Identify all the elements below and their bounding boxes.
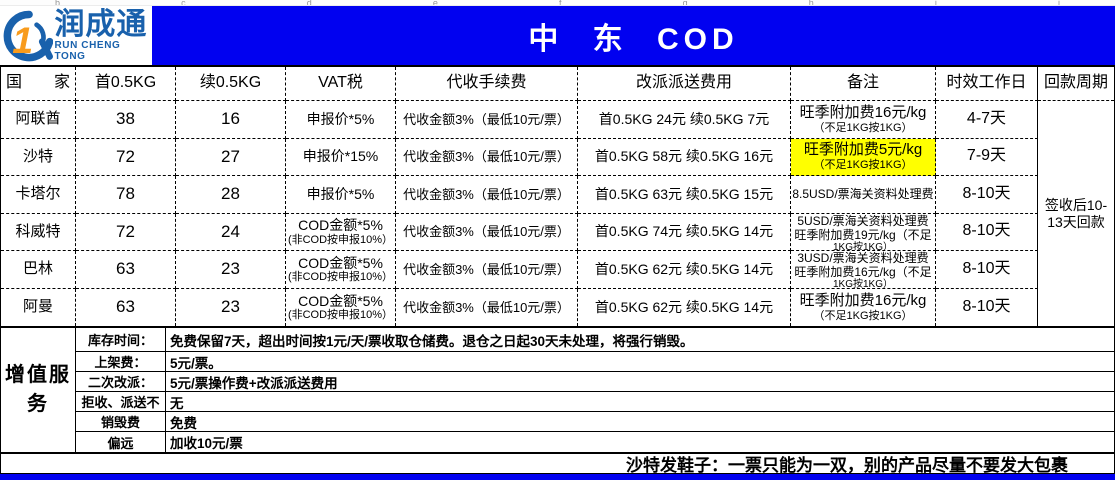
cell-vat: 申报价*15% <box>286 138 396 176</box>
cell-cod-fee: 代收金额3%（最低10元/票） <box>396 176 578 214</box>
cell-country: 科威特 <box>1 213 76 251</box>
logo-chinese-name: 润成通 <box>54 7 148 41</box>
column-letter: i <box>934 0 937 6</box>
cell-vat: 申报价*5% <box>286 176 396 214</box>
column-letter: g <box>682 0 688 6</box>
cell-additional-weight: 24 <box>176 213 286 251</box>
header-cell-vat: VAT税 <box>286 67 396 101</box>
cell-additional-weight: 23 <box>176 251 286 289</box>
cell-payback-cycle: 签收后10-13天回款 <box>1044 196 1108 230</box>
vas-label-destruction: 销毁费 <box>76 412 166 432</box>
vas-section-title: 增值服务 <box>1 328 76 452</box>
cell-cod-fee: 代收金额3%（最低10元/票） <box>396 138 578 176</box>
header-cell-payback-cycle: 回款周期 <box>1038 67 1114 101</box>
vas-value-remote-area: 加收10元/票 <box>170 436 243 451</box>
value-added-services-section: 增值服务 库存时间： 免费保留7天，超出时间按1元/天/票收取仓储费。退仓之日起… <box>0 328 1115 452</box>
column-letter: d <box>306 0 312 6</box>
header-cell-additional-weight: 续0.5KG <box>176 67 286 101</box>
cell-additional-weight: 16 <box>176 101 286 139</box>
cell-remark: 5USD/票海关资料处理费 旺季附加费19元/kg（不足 1KG按1KG） <box>791 213 936 251</box>
cell-vat: COD金额*5% (非COD按申报10%） <box>286 251 396 289</box>
header-cell-remark: 备注 <box>791 67 936 101</box>
company-logo: 1 润成通 RUN CHENG TONG <box>0 6 152 65</box>
cell-transit-days: 4-7天 <box>936 101 1038 139</box>
spreadsheet-column-strip: b c d e f g h i j <box>0 0 1115 6</box>
vas-label-redelivery: 二次改派： <box>76 372 166 392</box>
cell-first-weight: 72 <box>76 138 176 176</box>
vas-value-storage: 免费保留7天，超出时间按1元/天/票收取仓储费。退仓之日起30天未处理，将强行销… <box>166 328 1114 352</box>
logo-english-name: RUN CHENG TONG <box>54 40 121 63</box>
cell-country: 阿曼 <box>1 288 76 326</box>
vas-value-destruction: 免费 <box>166 412 1114 432</box>
cell-remark: 旺季附加费16元/kg （不足1KG按1KG） <box>791 288 936 326</box>
cell-cod-fee: 代收金额3%（最低10元/票） <box>396 213 578 251</box>
bottom-accent-bar <box>0 473 1115 480</box>
cell-cod-fee: 代收金额3%（最低10元/票） <box>396 288 578 326</box>
cell-redelivery-fee: 首0.5KG 24元 续0.5KG 7元 <box>578 101 791 139</box>
header-band: 1 润成通 RUN CHENG TONG 中 东 COD <box>0 6 1115 65</box>
cell-country: 阿联酋 <box>1 101 76 139</box>
logo-mark-icon: 1 <box>3 10 54 61</box>
cell-additional-weight: 28 <box>176 176 286 214</box>
column-letter: j <box>1057 0 1060 6</box>
cell-redelivery-fee: 首0.5KG 62元 续0.5KG 14元 <box>578 288 791 326</box>
vas-label-storage: 库存时间： <box>76 328 166 352</box>
column-letter: h <box>808 0 814 6</box>
cell-redelivery-fee: 首0.5KG 63元 续0.5KG 15元 <box>578 176 791 214</box>
svg-text:1: 1 <box>12 18 33 60</box>
rate-table: 国 家 首0.5KG 续0.5KG VAT税 代收手续费 改派派送费用 备注 时… <box>0 65 1115 328</box>
cell-additional-weight: 23 <box>176 288 286 326</box>
vas-value-redelivery: 5元/票操作费+改派派送费用 <box>166 372 1114 392</box>
cell-vat: COD金额*5% (非COD按申报10%） <box>286 288 396 326</box>
cell-cod-fee: 代收金额3%（最低10元/票） <box>396 101 578 139</box>
title-banner: 中 东 COD <box>152 6 1115 65</box>
vas-label-shelving: 上架费： <box>76 352 166 372</box>
page-title: 中 东 COD <box>528 22 739 56</box>
cell-vat: COD金额*5% (非COD按申报10%） <box>286 213 396 251</box>
vas-value-rejection: 无 <box>166 392 1114 412</box>
cell-transit-days: 8-10天 <box>936 251 1038 289</box>
vas-label-remote-area: 偏远 <box>76 432 166 452</box>
cell-remark-highlighted: 旺季附加费5元/kg （不足1KG按1KG） <box>791 138 936 176</box>
footer-note-row: 沙特发鞋子：一票只能为一双，别的产品尽量不要发大包裹 <box>0 452 1115 475</box>
cell-redelivery-fee: 首0.5KG 74元 续0.5KG 14元 <box>578 213 791 251</box>
cell-country: 沙特 <box>1 138 76 176</box>
header-cell-transit-days: 时效工作日 <box>936 67 1038 101</box>
cell-country: 巴林 <box>1 251 76 289</box>
cell-first-weight: 78 <box>76 176 176 214</box>
cell-first-weight: 63 <box>76 251 176 289</box>
header-cell-country: 国 家 <box>1 67 76 101</box>
header-cell-first-weight: 首0.5KG <box>76 67 176 101</box>
cell-redelivery-fee: 首0.5KG 58元 续0.5KG 16元 <box>578 138 791 176</box>
cell-redelivery-fee: 首0.5KG 62元 续0.5KG 14元 <box>578 251 791 289</box>
cell-additional-weight: 27 <box>176 138 286 176</box>
column-letter: c <box>181 0 186 6</box>
cell-country: 卡塔尔 <box>1 176 76 214</box>
cell-remark: 旺季附加费16元/kg （不足1KG按1KG） <box>791 101 936 139</box>
cell-transit-days: 8-10天 <box>936 176 1038 214</box>
cell-remark: 3USD/票海关资料处理费 旺季附加费16元/kg（不足 1KG按1KG） <box>791 251 936 289</box>
cell-vat: 申报价*5% <box>286 101 396 139</box>
cell-cod-fee: 代收金额3%（最低10元/票） <box>396 251 578 289</box>
column-letter: b <box>55 0 61 6</box>
header-cell-redelivery-fee: 改派派送费用 <box>578 67 791 101</box>
vas-value-shelving: 5元/票。 <box>166 352 1114 372</box>
cell-transit-days: 8-10天 <box>936 288 1038 326</box>
cell-remark: 8.5USD/票海关资料处理费 <box>791 176 936 214</box>
cell-transit-days: 7-9天 <box>936 138 1038 176</box>
column-letter: e <box>432 0 438 6</box>
cell-first-weight: 38 <box>76 101 176 139</box>
cell-first-weight: 72 <box>76 213 176 251</box>
cell-first-weight: 63 <box>76 288 176 326</box>
logo-text: 润成通 RUN CHENG TONG <box>54 9 152 63</box>
header-cell-cod-fee: 代收手续费 <box>396 67 578 101</box>
footer-note: 沙特发鞋子：一票只能为一双，别的产品尽量不要发大包裹 <box>626 456 1068 475</box>
cell-transit-days: 8-10天 <box>936 213 1038 251</box>
column-letter: f <box>558 0 562 6</box>
vas-label-rejection: 拒收、派送不 <box>76 392 166 412</box>
